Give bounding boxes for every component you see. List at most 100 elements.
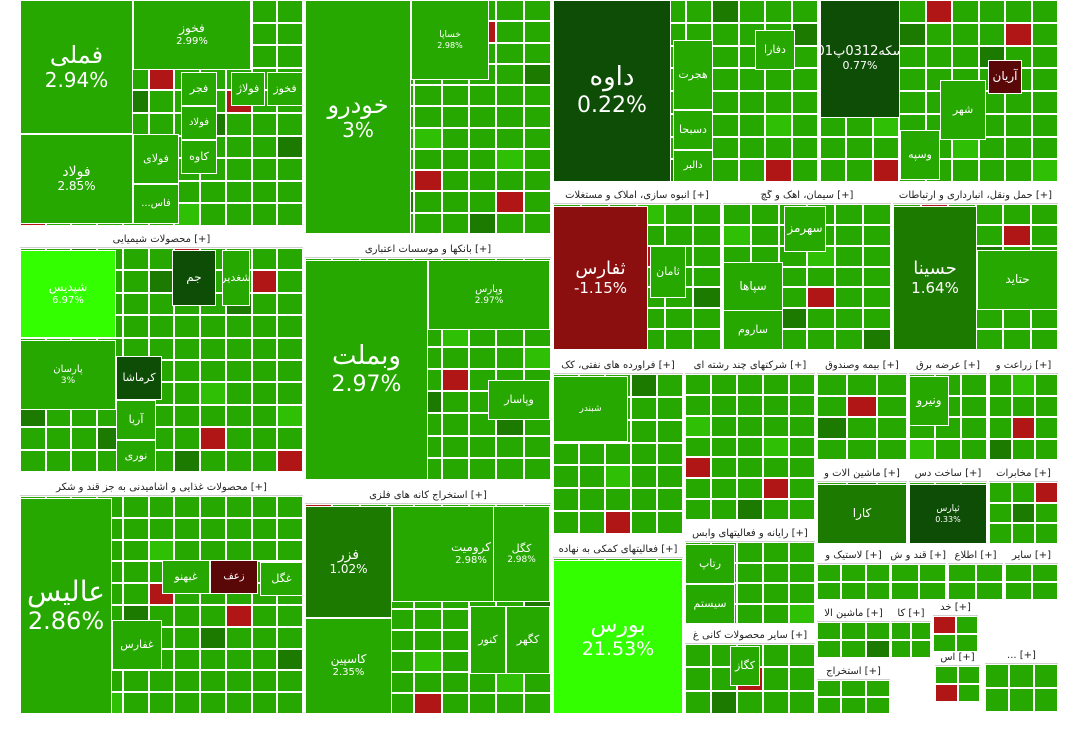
stock-tile-minor[interactable] xyxy=(685,499,711,520)
stock-tile-minor[interactable] xyxy=(763,374,789,395)
stock-tile-minor[interactable] xyxy=(469,435,497,458)
stock-tile-minor[interactable] xyxy=(225,626,252,649)
stock-tile[interactable]: آریا xyxy=(116,400,156,440)
stock-tile-minor[interactable] xyxy=(817,374,847,396)
stock-tile-minor[interactable] xyxy=(1012,502,1035,524)
stock-tile-minor[interactable] xyxy=(277,605,303,627)
stock-tile-minor[interactable] xyxy=(277,670,303,693)
stock-tile-minor[interactable] xyxy=(225,360,252,383)
stock-tile-minor[interactable] xyxy=(441,651,469,672)
stock-tile-minor[interactable] xyxy=(712,22,739,46)
stock-tile-minor[interactable] xyxy=(657,488,683,512)
stock-tile-minor[interactable] xyxy=(251,449,278,472)
stock-tile-minor[interactable] xyxy=(791,22,818,46)
stock-tile-minor[interactable] xyxy=(863,245,891,267)
stock-tile-minor[interactable] xyxy=(414,651,442,672)
stock-tile-minor[interactable] xyxy=(469,106,497,128)
stock-tile-minor[interactable] xyxy=(631,465,657,489)
stock-tile-minor[interactable] xyxy=(751,224,779,246)
stock-tile-minor[interactable] xyxy=(200,539,226,562)
stock-tile[interactable]: فولاد 2.85% xyxy=(20,134,133,224)
stock-tile-minor[interactable] xyxy=(723,224,751,246)
stock-tile-minor[interactable] xyxy=(414,630,442,651)
stock-tile-minor[interactable] xyxy=(872,159,900,182)
stock-tile-minor[interactable] xyxy=(711,394,737,416)
stock-tile-minor[interactable] xyxy=(174,360,201,383)
stock-tile-minor[interactable] xyxy=(1031,136,1058,160)
stock-tile-minor[interactable] xyxy=(496,170,524,192)
stock-tile-minor[interactable] xyxy=(251,337,278,360)
stock-tile[interactable]: کگاز xyxy=(730,646,760,686)
stock-tile-minor[interactable] xyxy=(441,630,469,651)
stock-tile-minor[interactable] xyxy=(122,270,149,293)
stock-tile-minor[interactable] xyxy=(791,91,818,114)
stock-tile-minor[interactable] xyxy=(863,266,891,288)
stock-tile-minor[interactable] xyxy=(789,562,815,583)
stock-tile-minor[interactable] xyxy=(989,395,1012,417)
stock-tile-minor[interactable] xyxy=(148,90,175,113)
stock-tile[interactable]: سکه0312پ010.77% xyxy=(820,0,900,118)
stock-tile-minor[interactable] xyxy=(989,417,1012,439)
stock-tile-minor[interactable] xyxy=(847,395,877,417)
stock-tile-minor[interactable] xyxy=(1005,582,1032,600)
stock-tile-minor[interactable] xyxy=(693,245,721,267)
stock-tile-minor[interactable] xyxy=(523,346,551,369)
stock-tile-minor[interactable] xyxy=(605,511,631,534)
stock-tile-minor[interactable] xyxy=(765,113,792,137)
stock-tile-minor[interactable] xyxy=(975,204,1003,225)
stock-tile-minor[interactable] xyxy=(122,292,149,316)
stock-tile-minor[interactable] xyxy=(835,287,863,309)
sector-header[interactable]: [+] ساخت دس xyxy=(909,468,987,482)
stock-tile-minor[interactable] xyxy=(523,85,551,107)
stock-tile-minor[interactable] xyxy=(841,582,866,600)
stock-tile-minor[interactable] xyxy=(200,180,226,204)
stock-tile[interactable]: غگل xyxy=(260,562,303,596)
stock-tile-minor[interactable] xyxy=(441,435,469,458)
stock-tile-minor[interactable] xyxy=(605,488,631,512)
stock-tile-minor[interactable] xyxy=(789,667,815,691)
stock-tile-minor[interactable] xyxy=(441,148,469,171)
stock-tile-minor[interactable] xyxy=(1005,22,1032,46)
sector-header[interactable]: [+] استخراج xyxy=(817,666,890,680)
stock-tile-minor[interactable] xyxy=(865,564,890,582)
stock-tile-minor[interactable] xyxy=(835,266,863,288)
sector-header[interactable]: [+] فعالیتهای کمکی به نهاده xyxy=(553,544,683,558)
stock-tile-minor[interactable] xyxy=(693,308,721,330)
stock-tile-minor[interactable] xyxy=(225,135,252,159)
stock-tile[interactable]: خساپا 2.98% xyxy=(411,0,489,80)
stock-tile-minor[interactable] xyxy=(148,67,175,91)
stock-tile-minor[interactable] xyxy=(791,159,818,182)
stock-tile[interactable]: دالبر xyxy=(673,150,713,182)
stock-tile-minor[interactable] xyxy=(1003,329,1031,350)
sector-header[interactable]: [+] شرکتهای چند رشته ای xyxy=(685,360,815,374)
stock-tile-minor[interactable] xyxy=(911,622,931,640)
stock-tile-minor[interactable] xyxy=(251,427,278,450)
stock-tile-minor[interactable] xyxy=(789,478,815,500)
stock-tile-minor[interactable] xyxy=(1030,224,1058,246)
stock-tile-minor[interactable] xyxy=(631,442,657,466)
stock-tile-minor[interactable] xyxy=(469,346,497,369)
stock-tile[interactable]: شغدیر xyxy=(222,250,250,306)
stock-tile-minor[interactable] xyxy=(957,684,980,702)
stock-tile-minor[interactable] xyxy=(789,542,815,563)
stock-tile-minor[interactable] xyxy=(865,622,890,640)
stock-tile[interactable]: کگهر xyxy=(506,606,550,674)
stock-tile-minor[interactable] xyxy=(1012,374,1035,396)
stock-tile[interactable]: داوه 0.22% xyxy=(553,0,671,182)
stock-tile-minor[interactable] xyxy=(496,85,524,107)
stock-tile-minor[interactable] xyxy=(1031,45,1058,69)
stock-tile-minor[interactable] xyxy=(225,605,252,627)
stock-tile-minor[interactable] xyxy=(225,180,252,204)
stock-tile-minor[interactable] xyxy=(553,511,579,534)
stock-tile-minor[interactable] xyxy=(712,45,739,69)
stock-tile-minor[interactable] xyxy=(846,159,873,182)
stock-tile-minor[interactable] xyxy=(765,68,792,91)
stock-tile-minor[interactable] xyxy=(899,91,926,114)
stock-tile-minor[interactable] xyxy=(605,465,631,489)
stock-tile-minor[interactable] xyxy=(251,292,278,316)
stock-tile[interactable]: فخوز 2.99% xyxy=(133,0,251,70)
stock-tile-minor[interactable] xyxy=(496,63,524,86)
stock-tile-minor[interactable] xyxy=(835,204,863,225)
stock-tile-minor[interactable] xyxy=(251,692,278,714)
stock-tile-minor[interactable] xyxy=(737,436,763,458)
